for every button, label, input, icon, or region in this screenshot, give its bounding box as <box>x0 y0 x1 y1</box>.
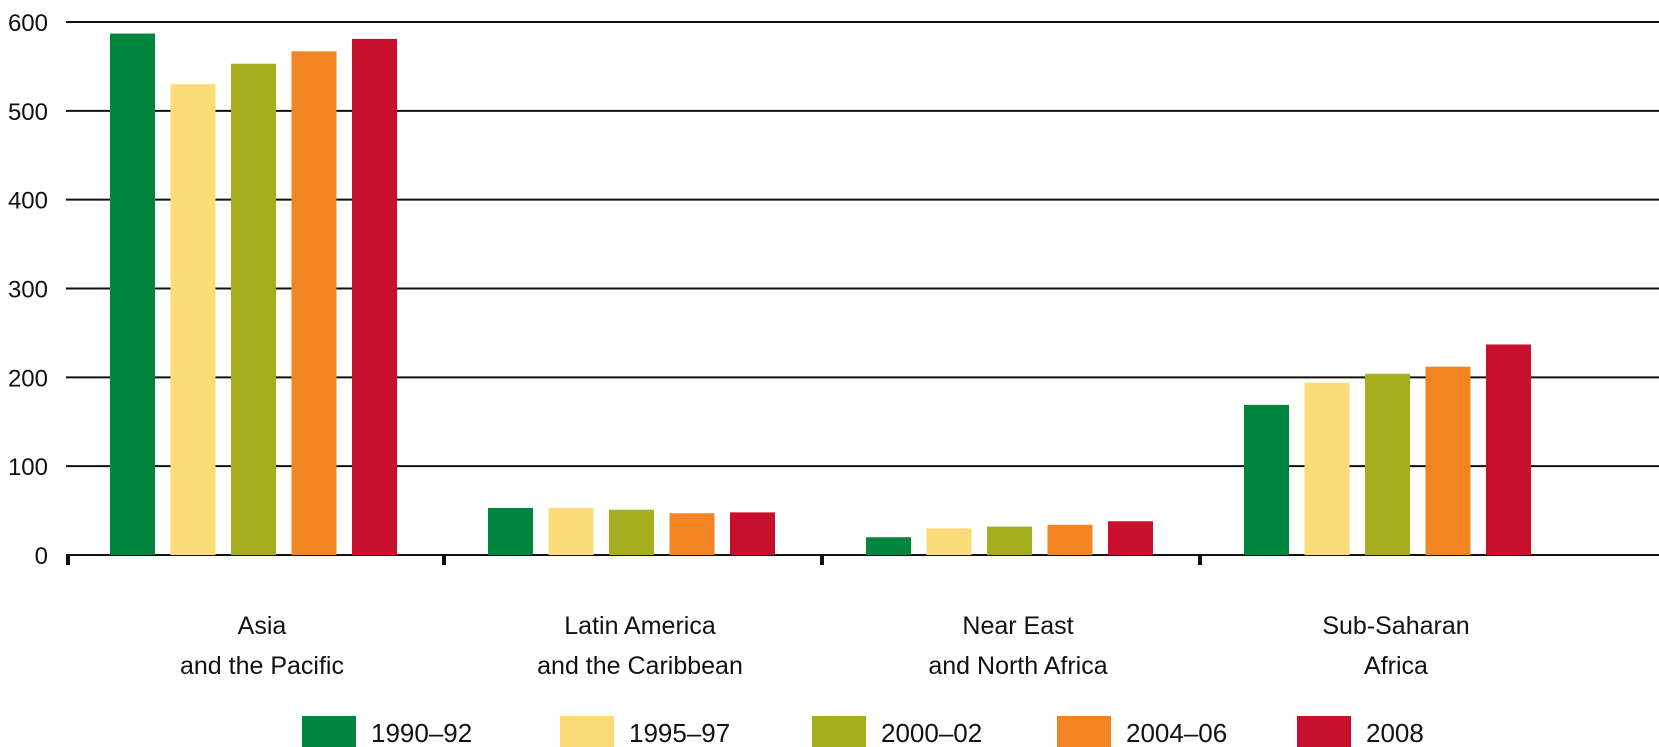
legend-swatch-3 <box>1057 716 1111 747</box>
bar-3-0 <box>1244 404 1289 555</box>
bar-3-2 <box>1365 373 1410 555</box>
x-axis: Asia and the Pacific Latin America and the … <box>66 555 1470 680</box>
legend-label-3: 2004–06 <box>1126 718 1227 747</box>
legend-swatch-2 <box>812 716 866 747</box>
y-tick-label-300: 300 <box>8 277 48 304</box>
bar-3-1 <box>1304 382 1350 555</box>
legend-label-1: 1995–97 <box>629 718 730 747</box>
y-tick-label-400: 400 <box>8 188 48 215</box>
y-tick-label-100: 100 <box>8 454 48 481</box>
legend-label-4: 2008 <box>1366 718 1424 747</box>
legend-swatch-0 <box>302 716 356 747</box>
bar-2-0 <box>866 537 911 555</box>
bar-1-1 <box>548 507 594 555</box>
bar-2-2 <box>987 526 1032 555</box>
category-label-0-0: Asia <box>238 612 287 640</box>
y-tick-label-600: 600 <box>8 10 48 37</box>
legend-swatch-1 <box>560 716 614 747</box>
category-label-3-0: Sub-Saharan <box>1322 612 1469 640</box>
category-label-2-1: and North Africa <box>928 652 1107 680</box>
bars <box>110 33 1531 555</box>
legend: 1990–92 1995–97 2000–02 2004–06 2008 <box>302 716 1424 747</box>
y-tick-label-200: 200 <box>8 365 48 392</box>
bar-0-4 <box>352 38 397 555</box>
bar-0-0 <box>110 33 155 555</box>
y-tick-label-0: 0 <box>35 543 48 570</box>
y-tick-label-500: 500 <box>8 99 48 126</box>
bar-2-1 <box>926 528 972 555</box>
bar-3-4 <box>1486 344 1531 555</box>
legend-label-2: 2000–02 <box>881 718 982 747</box>
category-label-1-0: Latin America <box>564 612 716 640</box>
legend-swatch-4 <box>1297 716 1351 747</box>
category-label-2-0: Near East <box>962 612 1073 640</box>
category-label-1-1: and the Caribbean <box>537 652 743 680</box>
bar-0-2 <box>231 63 276 555</box>
category-label-3-1: Africa <box>1364 652 1428 680</box>
bar-0-3 <box>291 51 337 555</box>
bar-2-3 <box>1047 524 1093 555</box>
bar-1-2 <box>609 509 654 555</box>
bar-3-3 <box>1425 366 1471 555</box>
legend-label-0: 1990–92 <box>371 718 472 747</box>
bar-1-4 <box>730 512 775 555</box>
category-label-0-1: and the Pacific <box>180 652 344 680</box>
bar-1-3 <box>669 513 715 555</box>
y-axis-ticks: 0 100 200 300 400 500 600 <box>8 10 48 570</box>
bar-2-4 <box>1108 521 1153 555</box>
bar-0-1 <box>170 84 216 555</box>
bar-1-0 <box>488 507 533 555</box>
